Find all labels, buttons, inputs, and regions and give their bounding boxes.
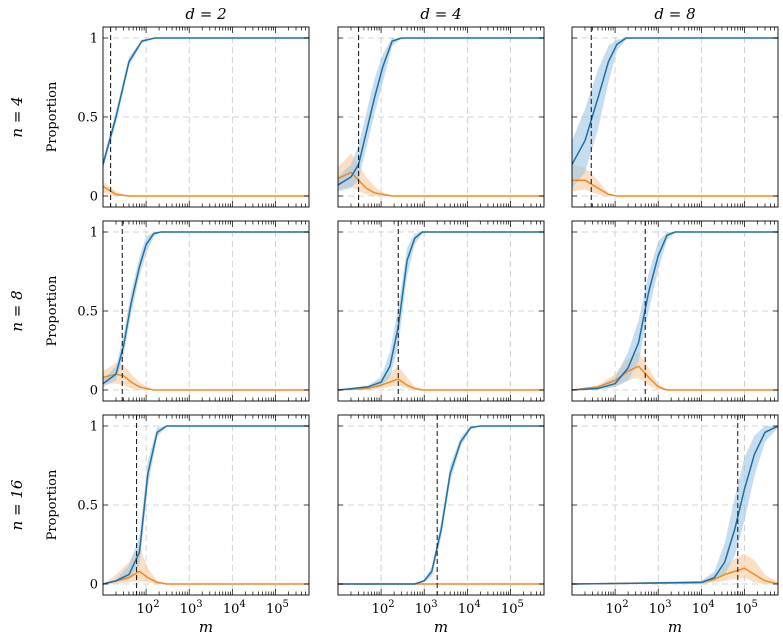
x-ticks	[572, 221, 778, 401]
blue-line	[572, 231, 778, 391]
grid	[338, 415, 544, 595]
y-tick-label: 0.5	[77, 111, 98, 126]
orange-band	[103, 181, 309, 196]
y-axis-label: Proportion	[45, 275, 60, 346]
y-tick-label: 0.5	[77, 499, 98, 514]
x-axis-label: m	[668, 618, 682, 636]
column-title: d = 2	[185, 5, 226, 23]
plot-area	[338, 425, 544, 585]
x-tick-label: 103	[415, 599, 438, 617]
x-ticks	[103, 415, 309, 595]
blue-band	[103, 38, 309, 170]
y-tick-label: 1	[90, 32, 98, 47]
orange-line	[103, 570, 309, 585]
orange-band	[338, 366, 544, 390]
panel-r0-c2	[571, 26, 779, 208]
x-axis-label: m	[434, 618, 448, 636]
plot-area	[572, 425, 778, 585]
x-tick-label: 105	[735, 599, 758, 617]
blue-band	[572, 426, 778, 584]
x-ticks	[572, 415, 778, 595]
blue-band	[338, 38, 544, 192]
x-ticks	[338, 27, 544, 207]
grid	[572, 27, 778, 207]
blue-line	[103, 425, 309, 585]
row-title: n = 8	[8, 290, 26, 331]
plot-area	[572, 231, 778, 391]
orange-band	[103, 363, 309, 390]
plot-area	[103, 231, 309, 391]
blue-band	[103, 232, 309, 387]
orange-line	[572, 179, 778, 197]
plot-area	[572, 37, 778, 197]
blue-line	[572, 37, 778, 165]
blue-line	[338, 425, 544, 585]
x-ticks	[103, 221, 309, 401]
x-axis-label: m	[199, 618, 213, 636]
panel-r2-c2	[571, 414, 779, 596]
x-tick-label: 105	[266, 599, 289, 617]
panel-r1-c2	[571, 220, 779, 402]
column-title: d = 4	[420, 5, 461, 23]
panel-r2-c0	[102, 414, 310, 596]
panel-r0-c0	[102, 26, 310, 208]
y-tick-label: 0	[90, 578, 98, 593]
y-tick-label: 0	[90, 384, 98, 399]
blue-line	[338, 231, 544, 391]
blue-line	[103, 37, 309, 165]
grid	[572, 221, 778, 401]
panels-layer	[102, 26, 779, 596]
x-tick-label: 103	[180, 599, 203, 617]
blue-line	[338, 37, 544, 186]
blue-line	[103, 231, 309, 385]
plot-area	[103, 37, 309, 197]
y-axis-label: Proportion	[45, 81, 60, 152]
orange-line	[103, 373, 309, 391]
orange-band	[572, 553, 778, 584]
row-title: n = 16	[8, 479, 26, 530]
x-ticks	[338, 415, 544, 595]
x-tick-label: 104	[692, 599, 715, 617]
orange-line	[338, 378, 544, 391]
column-title: d = 8	[654, 5, 695, 23]
plot-area	[338, 231, 544, 391]
grid	[338, 221, 544, 401]
blue-band	[572, 38, 778, 189]
panel-r0-c1	[337, 26, 545, 208]
orange-line	[572, 365, 778, 391]
labels-layer: 0 0.5 1 0 0.5 1 0 0.5 1 102 103 104 105 102 103 104 105 1…	[8, 5, 758, 636]
panel-r2-c1	[337, 414, 545, 596]
blue-line	[572, 425, 778, 585]
x-tick-label: 104	[223, 599, 246, 617]
orange-line	[338, 171, 544, 197]
panel-r1-c0	[102, 220, 310, 402]
x-tick-label: 102	[372, 599, 395, 617]
grid	[103, 221, 309, 401]
plot-area	[103, 425, 309, 585]
x-ticks	[103, 27, 309, 207]
x-ticks	[572, 27, 778, 207]
x-tick-label: 102	[606, 599, 629, 617]
y-tick-label: 1	[90, 226, 98, 241]
x-tick-label: 103	[649, 599, 672, 617]
y-tick-label: 0	[90, 190, 98, 205]
x-ticks	[338, 221, 544, 401]
x-tick-label: 102	[137, 599, 160, 617]
y-tick-label: 0.5	[77, 305, 98, 320]
x-tick-label: 105	[501, 599, 524, 617]
y-axis-label: Proportion	[45, 469, 60, 540]
panel-r1-c1	[337, 220, 545, 402]
x-tick-label: 104	[458, 599, 481, 617]
y-tick-label: 1	[90, 420, 98, 435]
row-title: n = 4	[8, 96, 26, 137]
orange-line	[103, 185, 309, 197]
